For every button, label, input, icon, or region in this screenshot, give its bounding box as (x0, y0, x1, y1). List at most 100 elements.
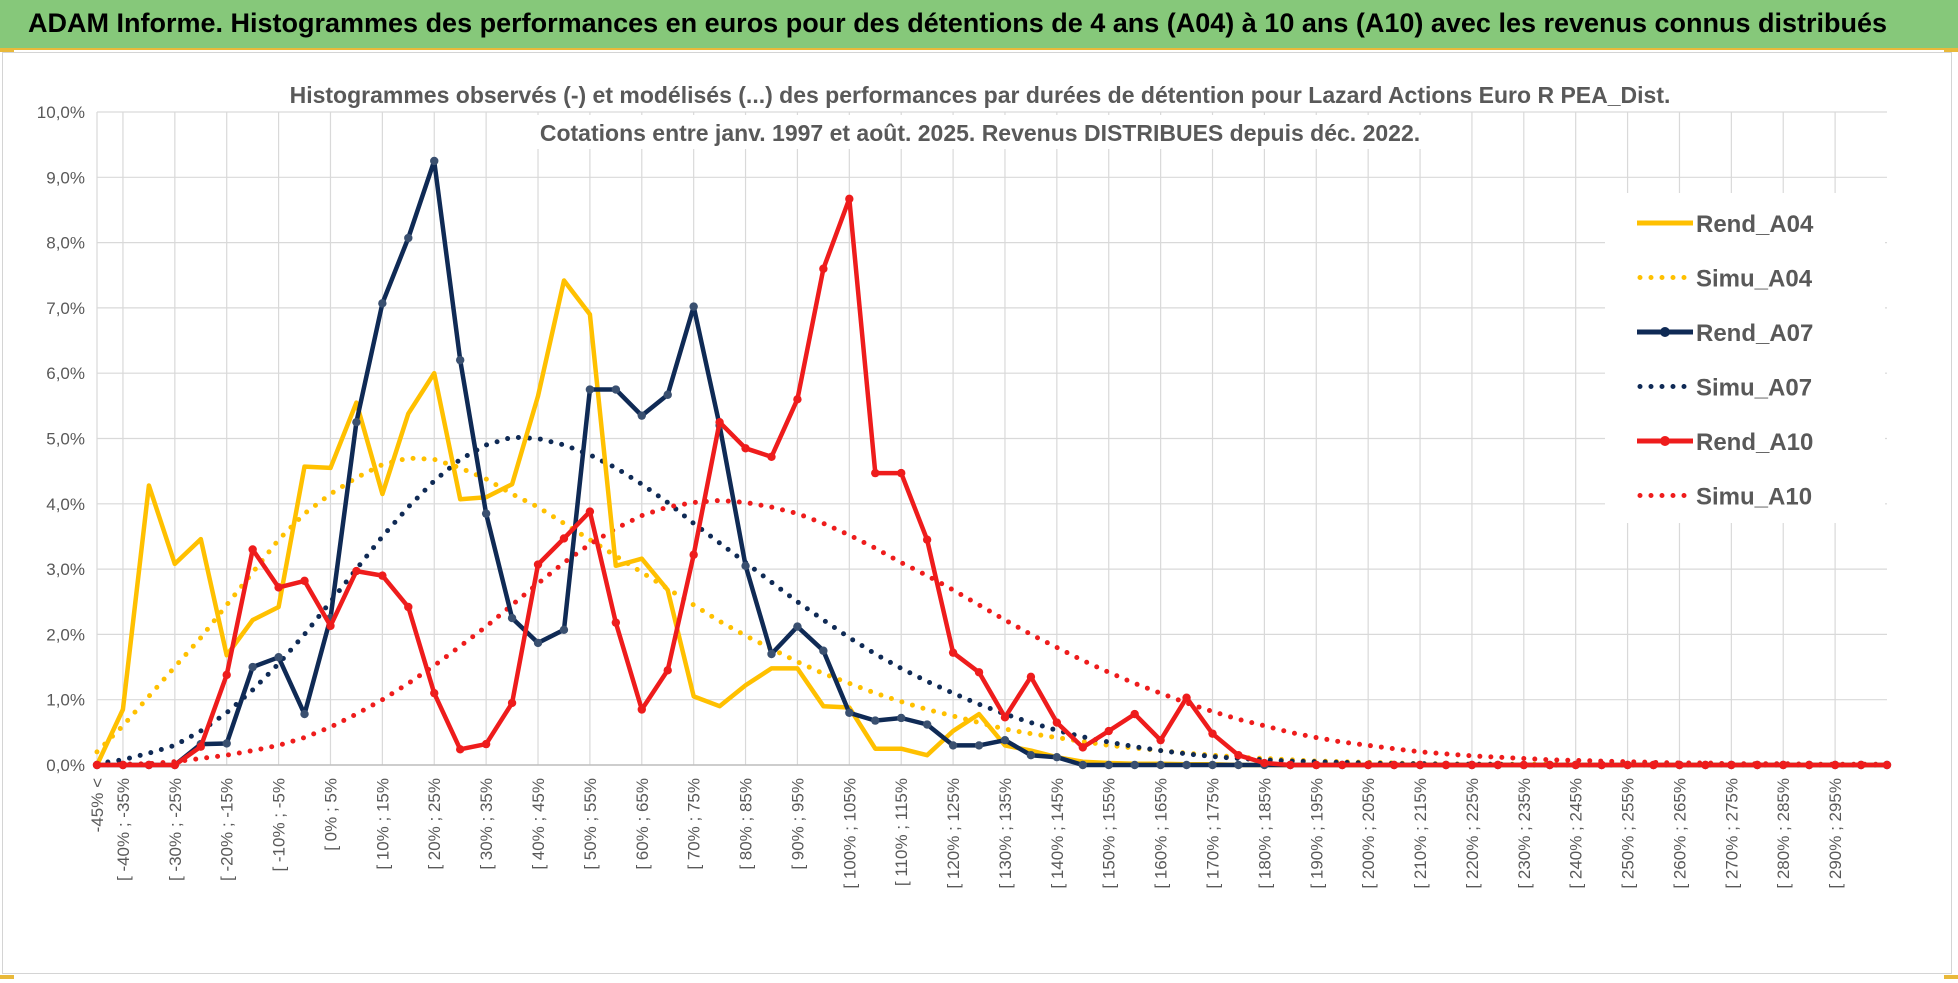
chart-title-line: Histogrammes observés (-) et modélisés (… (290, 82, 1671, 108)
x-tick-label: [ -10% ; -5% (270, 778, 289, 872)
data-point-rend-a10 (1156, 735, 1165, 745)
data-point-rend-a07 (352, 417, 361, 427)
data-point-rend-a10 (378, 571, 387, 580)
data-point-rend-a10 (248, 545, 257, 554)
data-point-rend-a10 (1078, 743, 1087, 752)
data-point-rend-a07 (222, 739, 231, 748)
data-point-rend-a07 (404, 233, 413, 243)
data-point-rend-a10 (1519, 760, 1529, 770)
x-tick-label: [ 260% ; 265% (1670, 778, 1689, 889)
x-tick-label: [ 60% ; 65% (633, 778, 652, 870)
x-tick-label: [ 170% ; 175% (1204, 778, 1223, 889)
x-tick-label: [ 20% ; 25% (425, 778, 444, 870)
data-point-rend-a10 (430, 688, 439, 698)
x-tick-label: [ 90% ; 95% (788, 778, 807, 870)
series-line-simu-a10 (94, 498, 1890, 768)
data-point-rend-a10 (845, 194, 854, 204)
data-point-rend-a10 (715, 417, 724, 427)
data-point-rend-a07 (507, 613, 517, 623)
x-tick-label: [ 10% ; 15% (373, 778, 392, 870)
legend-label-rend-a10: Rend_A10 (1696, 429, 1813, 456)
x-tick-label: [ 250% ; 255% (1619, 778, 1638, 889)
x-tick-label: [ 160% ; 165% (1152, 778, 1171, 889)
x-tick-label: -45% < (88, 778, 107, 832)
data-point-rend-a10 (559, 534, 569, 543)
data-point-rend-a10 (1000, 713, 1010, 722)
data-point-rend-a10 (1415, 760, 1425, 770)
data-point-rend-a10 (1571, 760, 1580, 770)
data-point-rend-a10 (1467, 760, 1477, 770)
data-point-rend-a10 (585, 507, 595, 516)
data-point-rend-a10 (1104, 726, 1113, 736)
data-point-rend-a07 (845, 708, 854, 717)
y-tick-label: 7,0% (46, 299, 85, 318)
chart-title: Histogrammes observés (-) et modélisés (… (281, 77, 1679, 149)
data-point-rend-a10 (1026, 672, 1036, 682)
data-point-rend-a07 (248, 662, 257, 672)
x-tick-label: [ 150% ; 155% (1100, 778, 1119, 889)
legend-label-rend-a07: Rend_A07 (1696, 320, 1813, 347)
x-tick-label: [ 210% ; 215% (1411, 778, 1430, 889)
y-tick-label: 6,0% (46, 364, 85, 383)
x-tick-label: [ 290% ; 295% (1826, 778, 1845, 889)
x-tick-label: [ 220% ; 225% (1463, 778, 1482, 889)
data-point-rend-a07 (948, 741, 958, 750)
data-point-rend-a10 (1052, 718, 1062, 727)
series-line-rend-a10 (97, 196, 1887, 768)
data-point-rend-a10 (741, 444, 750, 453)
x-tick-label: [ 270% ; 275% (1722, 778, 1741, 889)
data-point-rend-a10 (1312, 760, 1321, 770)
data-point-rend-a10 (1182, 693, 1191, 702)
data-point-rend-a10 (637, 705, 646, 714)
data-point-rend-a10 (1779, 760, 1788, 770)
legend-backdrop (1605, 193, 1885, 523)
data-point-rend-a07 (611, 385, 621, 394)
data-point-rend-a10 (1234, 751, 1243, 760)
data-point-rend-a10 (1830, 760, 1840, 770)
y-tick-label: 1,0% (46, 691, 85, 710)
data-point-rend-a10 (1597, 760, 1606, 770)
data-point-rend-a07 (741, 561, 750, 571)
x-tick-label: [ 100% ; 105% (840, 778, 859, 889)
data-point-rend-a10 (507, 698, 517, 708)
data-point-rend-a07 (1208, 760, 1217, 770)
legend-marker-rend-a07 (1660, 327, 1670, 337)
data-point-rend-a07 (533, 638, 543, 648)
data-point-rend-a10 (274, 583, 283, 592)
data-point-rend-a07 (819, 646, 828, 655)
data-point-rend-a07 (274, 653, 283, 662)
x-tick-label: [ 40% ; 45% (529, 778, 548, 870)
data-point-rend-a10 (871, 468, 880, 478)
data-point-rend-a10 (1286, 760, 1295, 770)
data-point-rend-a10 (948, 648, 958, 657)
data-point-rend-a10 (1856, 760, 1866, 770)
y-tick-label: 0,0% (46, 756, 85, 775)
data-point-rend-a10 (1882, 760, 1892, 770)
data-point-rend-a10 (1363, 760, 1373, 770)
data-point-rend-a10 (1675, 760, 1684, 770)
data-point-rend-a07 (871, 716, 880, 725)
data-point-rend-a10 (352, 566, 361, 576)
data-point-rend-a10 (1804, 760, 1814, 770)
y-tick-label: 10,0% (37, 103, 85, 122)
data-point-rend-a07 (1156, 760, 1165, 770)
y-tick-label: 4,0% (46, 495, 85, 514)
data-point-rend-a10 (196, 742, 205, 751)
data-point-rend-a10 (1208, 729, 1217, 738)
data-point-rend-a07 (1052, 752, 1062, 762)
data-point-rend-a10 (1545, 760, 1554, 770)
data-point-rend-a07 (300, 709, 309, 719)
data-point-rend-a07 (430, 156, 439, 166)
x-tick-label: [ 200% ; 205% (1359, 778, 1378, 889)
data-point-rend-a10 (611, 618, 621, 627)
data-point-rend-a07 (1182, 760, 1191, 770)
data-point-rend-a10 (326, 621, 335, 631)
data-point-rend-a10 (1701, 760, 1710, 770)
corner-accent (0, 48, 14, 52)
x-tick-label: [ 280% ; 285% (1774, 778, 1793, 889)
data-point-rend-a10 (793, 395, 802, 404)
data-point-rend-a10 (92, 760, 102, 770)
data-point-rend-a10 (404, 602, 413, 612)
data-point-rend-a10 (481, 739, 491, 749)
